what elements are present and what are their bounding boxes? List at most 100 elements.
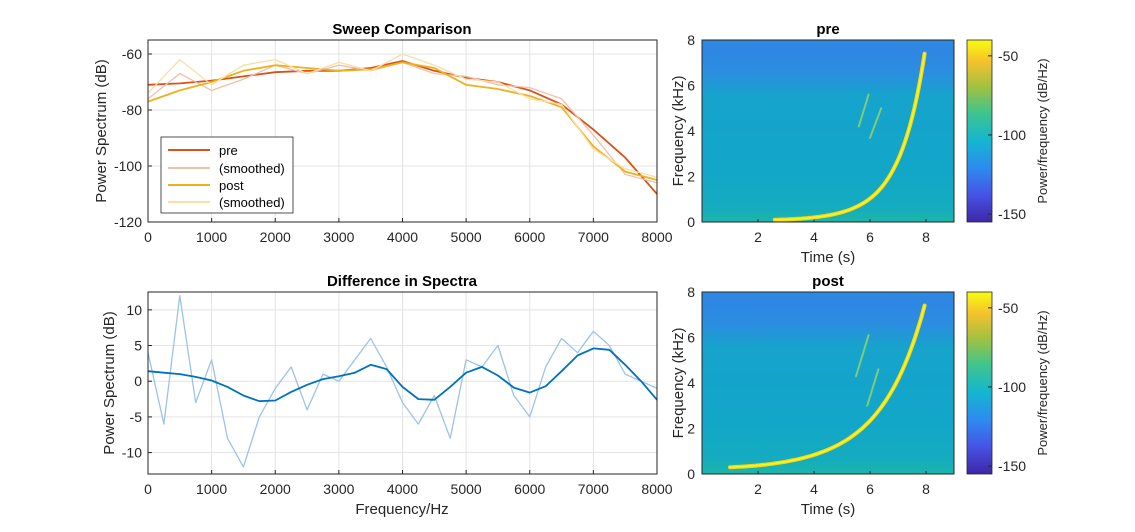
y-tick-label: -10 <box>122 445 142 461</box>
y-tick-label: -5 <box>130 409 143 425</box>
y-tick-label: 2 <box>687 169 695 185</box>
x-tick-label: 5000 <box>451 481 482 497</box>
x-tick-label: 6000 <box>514 229 545 245</box>
sweep-trace-core <box>729 304 926 468</box>
x-tick-label: 4000 <box>387 229 418 245</box>
harmonic-trace-0 <box>855 334 870 378</box>
chart-title: Difference in Spectra <box>327 273 478 290</box>
x-tick-label: 2000 <box>260 481 291 497</box>
colorbar-label: Power/frequency (dB/Hz) <box>1035 58 1050 203</box>
chart-title: post <box>812 273 844 290</box>
y-axis-label: Frequency (kHz) <box>670 76 687 187</box>
colorbar-tick-labels: -50 -100 -150 <box>988 300 1026 474</box>
x-tick-label: 0 <box>144 481 152 497</box>
legend: pre (smoothed) post (smoothed) <box>160 136 294 214</box>
axes-box <box>147 291 658 475</box>
legend-label-pre-smoothed: (smoothed) <box>219 161 285 176</box>
colorbar-tick-label: -50 <box>998 48 1018 64</box>
colorbar-tick-label: -50 <box>998 300 1018 316</box>
axes-box <box>701 39 955 223</box>
spectrogram-traces <box>757 51 927 222</box>
y-tick-label: 8 <box>687 284 695 300</box>
colorbar-tick-label: -150 <box>998 206 1026 222</box>
sweep-trace-core <box>774 52 926 221</box>
colorbar-tick-label: -150 <box>998 458 1026 474</box>
harmonic-trace-1 <box>866 368 880 407</box>
y-tick-label: 4 <box>687 375 695 391</box>
y-tick-labels: -10 -5 0 5 10 <box>122 302 142 461</box>
series-line-1 <box>147 347 658 403</box>
y-axis-label: Frequency (kHz) <box>670 328 687 439</box>
post-spectrogram: post 2 4 6 8 0 2 4 6 8 Frequency (kHz) Time (s)… <box>670 273 1050 518</box>
y-tick-label: 0 <box>687 214 695 230</box>
x-tick-label: 4 <box>810 229 818 245</box>
x-tick-label: 1000 <box>196 229 227 245</box>
colorbar <box>966 39 993 223</box>
y-tick-label: -60 <box>122 46 142 62</box>
y-tick-label: 6 <box>687 330 695 346</box>
series-line-3 <box>147 53 658 178</box>
x-tick-label: 2 <box>754 481 762 497</box>
x-tick-label: 8 <box>922 229 930 245</box>
legend-label-post: post <box>219 178 244 193</box>
series-line-0 <box>147 294 658 468</box>
harmonic-trace-0 <box>857 93 870 128</box>
spectrogram-image <box>702 40 954 222</box>
x-tick-label: 8 <box>922 481 930 497</box>
y-tick-label: -100 <box>114 158 142 174</box>
series-group <box>147 294 658 468</box>
x-tick-label: 2 <box>754 229 762 245</box>
y-tick-labels: 0 2 4 6 8 <box>687 284 695 482</box>
y-tick-label: 0 <box>687 466 695 482</box>
x-tick-label: 4 <box>810 481 818 497</box>
chart-title: pre <box>816 21 839 38</box>
series-group <box>147 53 658 195</box>
x-tick-label: 6 <box>866 229 874 245</box>
x-tick-label: 8000 <box>641 481 672 497</box>
x-axis-label: Time (s) <box>801 501 855 518</box>
y-tick-label: -80 <box>122 102 142 118</box>
y-tick-label: 0 <box>134 373 142 389</box>
axes-box <box>701 291 955 475</box>
chart-title: Sweep Comparison <box>332 21 471 38</box>
y-tick-labels: -120 -100 -80 -60 <box>114 46 142 230</box>
x-tick-labels: 0 1000 2000 3000 4000 5000 6000 7000 8000 <box>144 229 673 245</box>
y-tick-label: 6 <box>687 78 695 94</box>
colorbar-tick-label: -100 <box>998 379 1026 395</box>
axes-box <box>147 39 658 223</box>
x-tick-label: 7000 <box>578 229 609 245</box>
harmonic-trace-1 <box>869 107 883 139</box>
x-tick-label: 6000 <box>514 481 545 497</box>
x-tick-labels: 2 4 6 8 <box>754 229 930 245</box>
y-tick-label: 10 <box>126 302 142 318</box>
y-tick-labels: 0 2 4 6 8 <box>687 32 695 230</box>
legend-label-pre: pre <box>219 143 238 158</box>
colorbar-tick-labels: -50 -100 -150 <box>988 48 1026 222</box>
y-tick-label: 5 <box>134 338 142 354</box>
sweep-comparison-chart: Sweep Comparison 0 1000 2000 3000 4000 5000 60… <box>93 21 673 245</box>
y-tick-label: 2 <box>687 421 695 437</box>
spectrogram-image <box>702 292 954 474</box>
x-tick-labels: 0 1000 2000 3000 4000 5000 6000 7000 8000 <box>144 481 673 497</box>
colorbar <box>966 291 993 475</box>
x-tick-label: 1000 <box>196 481 227 497</box>
colorbar-label: Power/frequency (dB/Hz) <box>1035 310 1050 455</box>
x-tick-label: 6 <box>866 481 874 497</box>
colorbar-tick-label: -100 <box>998 127 1026 143</box>
y-tick-label: -120 <box>114 214 142 230</box>
x-tick-label: 2000 <box>260 229 291 245</box>
x-tick-label: 7000 <box>578 481 609 497</box>
y-tick-label: 4 <box>687 123 695 139</box>
x-tick-label: 4000 <box>387 481 418 497</box>
difference-chart: Difference in Spectra 0 1000 2000 3000 4000 5… <box>101 273 673 518</box>
x-tick-label: 3000 <box>323 229 354 245</box>
y-axis-label: Power Spectrum (dB) <box>101 311 118 454</box>
x-axis-label: Frequency/Hz <box>355 501 448 518</box>
x-tick-label: 3000 <box>323 481 354 497</box>
grid <box>147 292 658 474</box>
y-axis-label: Power Spectrum (dB) <box>93 59 110 202</box>
series-line-0 <box>147 60 658 195</box>
x-tick-label: 8000 <box>641 229 672 245</box>
y-tick-label: 8 <box>687 32 695 48</box>
